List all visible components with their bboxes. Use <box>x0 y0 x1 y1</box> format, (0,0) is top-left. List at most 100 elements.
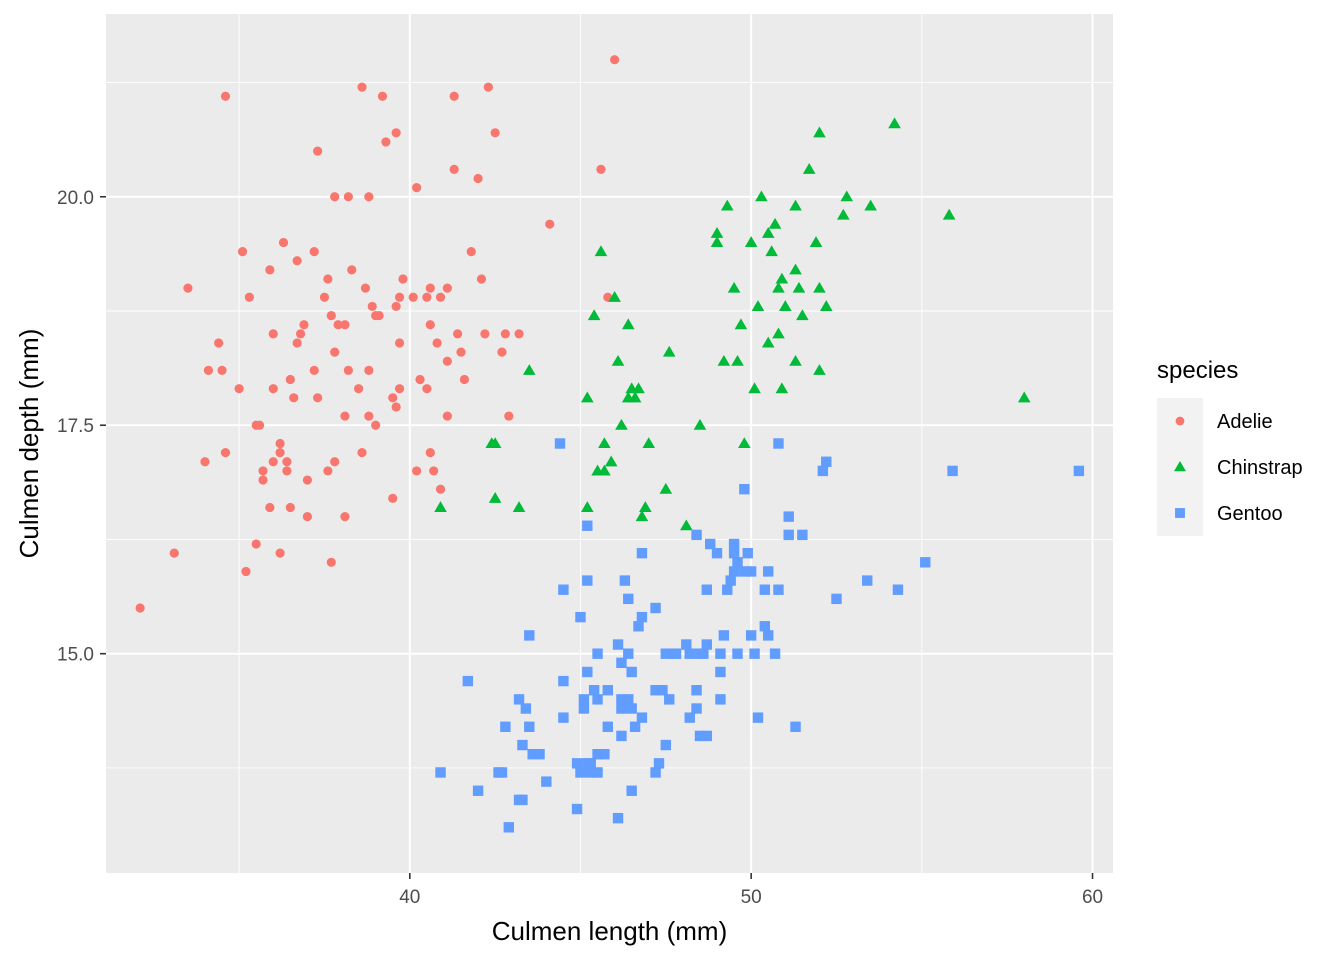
data-point-gentoo <box>739 566 750 577</box>
data-point-adelie <box>456 347 466 357</box>
data-point-gentoo <box>831 593 842 605</box>
y-axis-title: Culmen depth (mm) <box>14 329 44 559</box>
data-point-chinstrap <box>775 382 789 394</box>
data-point-gentoo <box>790 721 801 732</box>
data-point-adelie <box>500 329 510 339</box>
data-point-gentoo <box>783 511 794 522</box>
data-point-gentoo <box>749 648 760 659</box>
data-point-gentoo <box>742 547 753 559</box>
data-point-adelie <box>258 466 268 476</box>
data-point-gentoo <box>575 611 586 623</box>
data-point-adelie <box>309 365 319 375</box>
data-point-adelie <box>394 384 405 394</box>
y-tick-label: 17.5 <box>57 416 94 437</box>
data-point-adelie <box>268 457 278 467</box>
data-point-gentoo <box>571 803 583 815</box>
data-point-gentoo <box>759 584 771 595</box>
data-point-chinstrap <box>761 336 775 348</box>
data-point-chinstrap <box>512 501 526 513</box>
data-point-adelie <box>490 128 500 138</box>
data-point-chinstrap <box>778 300 792 311</box>
data-point-gentoo <box>636 547 648 559</box>
data-point-chinstrap <box>772 281 785 293</box>
data-point-adelie <box>476 274 487 284</box>
data-point-adelie <box>340 320 350 330</box>
data-point-gentoo <box>435 767 446 778</box>
data-point-adelie <box>241 566 251 577</box>
data-point-gentoo <box>701 730 712 742</box>
gridlines <box>106 14 1113 873</box>
data-point-adelie <box>244 292 254 302</box>
data-point-adelie <box>473 173 483 184</box>
data-point-chinstrap <box>789 199 802 211</box>
data-point-gentoo <box>462 675 474 687</box>
data-point-adelie <box>135 603 145 613</box>
data-point-gentoo <box>534 749 545 760</box>
data-point-adelie <box>412 466 422 476</box>
data-point-adelie <box>388 493 398 503</box>
data-point-adelie <box>422 384 432 394</box>
data-point-chinstrap <box>727 281 741 293</box>
data-point-chinstrap <box>587 309 601 321</box>
data-point-gentoo <box>783 529 794 541</box>
legend-key-adelie <box>1175 416 1185 426</box>
data-point-gentoo <box>558 712 569 723</box>
data-point-adelie <box>459 374 470 385</box>
x-tick-label: 60 <box>1082 887 1103 908</box>
data-point-adelie <box>343 192 353 202</box>
data-point-adelie <box>377 91 388 101</box>
data-point-adelie <box>452 329 463 339</box>
data-point-gentoo <box>725 575 736 586</box>
data-point-adelie <box>545 219 555 229</box>
data-point-gentoo <box>892 584 904 595</box>
data-point-gentoo <box>821 456 832 467</box>
data-point-adelie <box>313 393 323 403</box>
data-point-adelie <box>330 192 340 202</box>
data-point-adelie <box>217 365 227 375</box>
data-point-adelie <box>340 411 350 421</box>
data-point-gentoo <box>739 483 750 495</box>
data-point-chinstrap <box>809 236 823 247</box>
data-point-gentoo <box>650 685 661 696</box>
data-point-gentoo <box>503 822 514 833</box>
legend-label-gentoo: Gentoo <box>1217 503 1283 525</box>
data-point-adelie <box>388 393 398 403</box>
data-point-chinstrap <box>522 364 536 375</box>
data-point-gentoo <box>496 767 508 778</box>
data-point-chinstrap <box>738 437 751 449</box>
data-point-gentoo <box>862 575 873 586</box>
data-point-adelie <box>435 292 446 302</box>
data-point-chinstrap <box>659 482 673 494</box>
data-point-adelie <box>415 374 425 385</box>
data-point-adelie <box>514 329 524 339</box>
data-point-gentoo <box>745 630 757 641</box>
data-point-chinstrap <box>632 382 645 394</box>
data-point-adelie <box>347 265 357 275</box>
data-point-adelie <box>169 548 179 558</box>
data-point-adelie <box>220 91 231 101</box>
data-point-chinstrap <box>789 263 802 275</box>
data-point-adelie <box>295 329 306 339</box>
data-point-adelie <box>435 484 446 494</box>
data-point-chinstrap <box>888 117 901 129</box>
data-point-chinstrap <box>710 227 724 238</box>
data-point-adelie <box>330 347 340 357</box>
data-point-gentoo <box>612 639 624 650</box>
data-point-adelie <box>292 338 302 348</box>
data-point-adelie <box>319 292 330 302</box>
data-point-gentoo <box>769 648 781 659</box>
x-tick-label: 40 <box>399 887 420 908</box>
data-point-adelie <box>425 448 435 458</box>
data-point-gentoo <box>623 593 634 605</box>
data-point-gentoo <box>752 712 764 723</box>
data-point-gentoo <box>524 721 535 732</box>
data-point-chinstrap <box>755 190 768 202</box>
data-point-chinstrap <box>789 354 802 366</box>
data-point-gentoo <box>653 758 665 769</box>
data-point-gentoo <box>588 685 600 696</box>
data-point-gentoo <box>616 730 627 742</box>
data-point-chinstrap <box>615 418 628 430</box>
data-point-adelie <box>214 338 224 348</box>
data-point-gentoo <box>650 602 661 614</box>
data-point-chinstrap <box>680 519 693 531</box>
